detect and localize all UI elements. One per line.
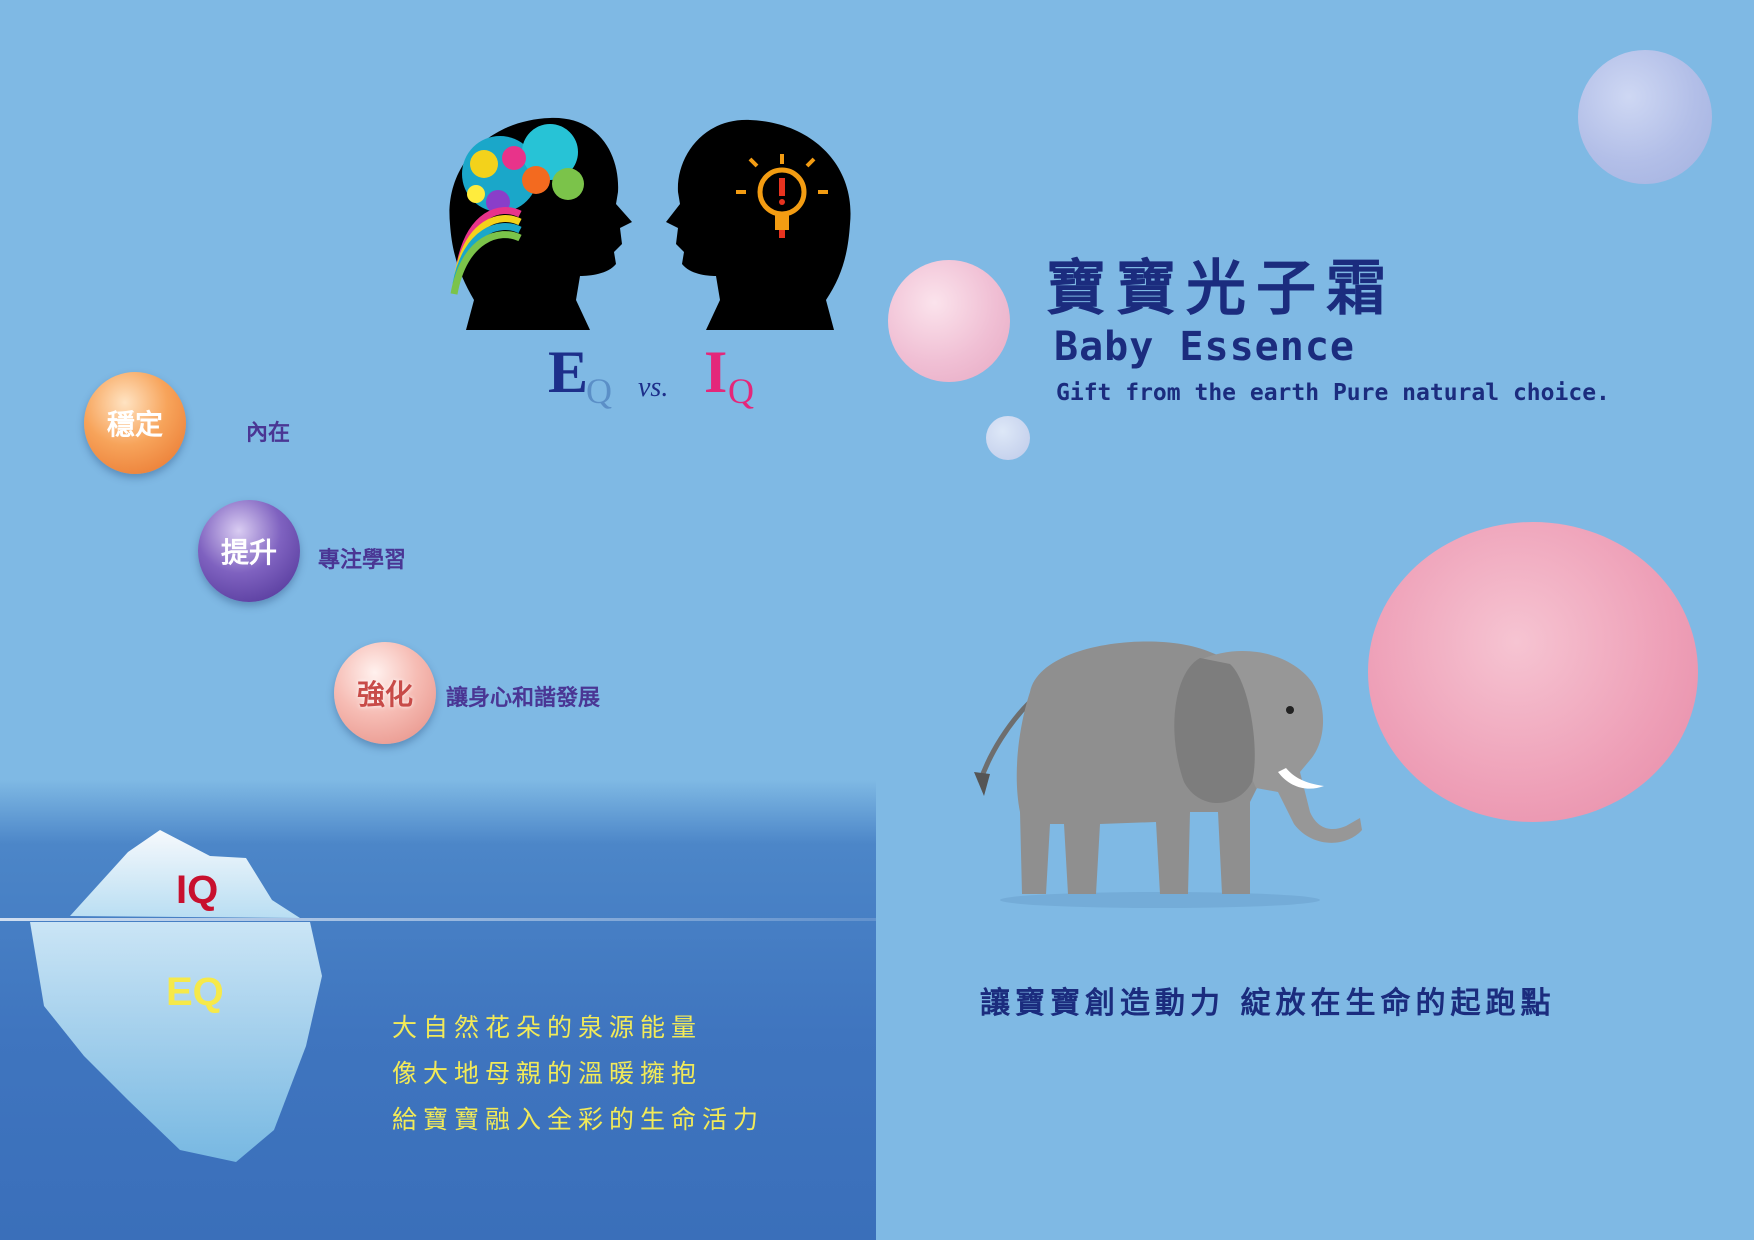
iq-head-icon xyxy=(666,119,851,330)
bubble-pink-medium xyxy=(888,260,1010,382)
badge-improve-label: 提升 xyxy=(220,536,277,569)
badge-stable: 穩定 xyxy=(84,372,186,474)
poem-line-1: 大自然花朵的泉源能量 xyxy=(392,1013,703,1042)
gum-bubble xyxy=(1368,522,1698,822)
eq-letter-e: E xyxy=(548,339,589,405)
point-focus-text: 專注學習 xyxy=(318,548,407,573)
product-title-chinese: 寶寶光子霜 xyxy=(1046,254,1396,324)
iceberg-illustration xyxy=(30,830,322,1162)
iceberg-iq-label: IQ xyxy=(176,868,219,912)
badge-improve: 提升 xyxy=(198,500,300,602)
iq-letter-i: I xyxy=(704,339,728,405)
poem-line-2: 像大地母親的溫暖擁抱 xyxy=(392,1059,703,1088)
iq-letter-q: Q xyxy=(728,371,754,411)
badge-stable-label: 穩定 xyxy=(106,408,163,441)
bubble-lavender xyxy=(1578,50,1712,184)
water-line xyxy=(0,918,876,921)
product-title-english: Baby Essence xyxy=(1054,324,1355,370)
badge-strengthen: 強化 xyxy=(334,642,436,744)
product-tagline: Gift from the earth Pure natural choice. xyxy=(1056,380,1610,406)
eq-iq-heads-illustration xyxy=(449,117,851,330)
vs-label: vs. xyxy=(638,372,669,403)
elephant-illustration xyxy=(974,641,1362,908)
eq-head-icon xyxy=(449,117,632,330)
eq-letter-q: Q xyxy=(586,371,612,411)
iceberg-eq-label: EQ xyxy=(166,970,224,1014)
slogan: 讓寶寶創造動力 綻放在生命的起跑點 xyxy=(980,986,1556,1021)
point-harmony-text: 讓身心和諧發展 xyxy=(446,686,601,711)
point-inner-text: 內在 xyxy=(246,421,291,446)
badge-strengthen-label: 強化 xyxy=(356,678,413,711)
poem-line-3: 給寶寶融入全彩的生命活力 xyxy=(392,1105,765,1134)
bubble-small xyxy=(986,416,1030,460)
